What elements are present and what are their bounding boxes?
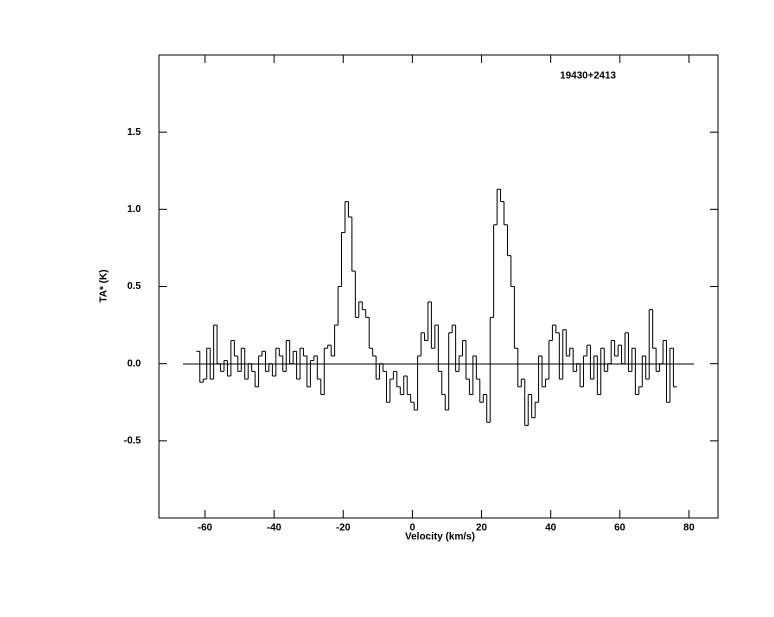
x-tick-label: 0 xyxy=(410,523,416,534)
x-axis-label: Velocity (km/s) xyxy=(405,532,475,543)
x-tick-label: -40 xyxy=(267,523,282,534)
x-tick-label: 80 xyxy=(683,523,695,534)
y-tick-label: -0.5 xyxy=(124,435,142,446)
y-axis-label: TA* (K) xyxy=(99,269,110,302)
x-tick-label: 60 xyxy=(614,523,626,534)
chart-title: 19430+2413 xyxy=(560,71,616,82)
y-tick-label: 1.0 xyxy=(127,204,141,215)
plot-frame xyxy=(158,54,719,519)
x-tick-label: -20 xyxy=(336,523,351,534)
x-tick-label: -60 xyxy=(198,523,213,534)
y-tick-label: 1.5 xyxy=(127,127,141,138)
x-tick-label: 20 xyxy=(476,523,488,534)
y-tick-label: 0.5 xyxy=(127,281,141,292)
x-tick-label: 40 xyxy=(545,523,557,534)
y-tick-label: 0.0 xyxy=(127,358,141,369)
